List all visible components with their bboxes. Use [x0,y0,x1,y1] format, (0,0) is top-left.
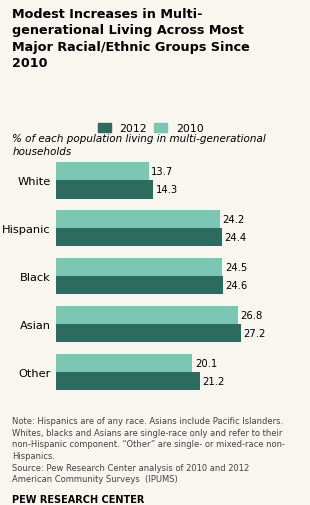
Text: 14.3: 14.3 [155,185,178,195]
Bar [56,211,220,229]
Text: 24.5: 24.5 [225,263,247,272]
Text: % of each population living in multi-generational
households: % of each population living in multi-gen… [12,134,266,157]
Text: Modest Increases in Multi-
generational Living Across Most
Major Racial/Ethnic G: Modest Increases in Multi- generational … [12,8,250,70]
Text: 26.8: 26.8 [241,310,263,320]
Text: 24.6: 24.6 [225,281,248,290]
Text: Source: Pew Research Center analysis of 2010 and 2012
American Community Surveys: Source: Pew Research Center analysis of … [12,463,250,483]
Bar [56,229,222,247]
Bar [56,306,238,324]
Bar [56,354,193,372]
Legend: 2012, 2010: 2012, 2010 [95,122,206,136]
Bar [56,324,241,342]
Text: 27.2: 27.2 [243,328,265,338]
Text: 20.1: 20.1 [195,358,217,368]
Bar [56,181,153,199]
Bar [56,163,149,181]
Text: 13.7: 13.7 [151,167,174,177]
Text: 24.4: 24.4 [224,233,246,243]
Text: 21.2: 21.2 [202,376,225,386]
Bar [56,372,200,390]
Bar [56,277,223,294]
Bar [56,259,222,277]
Text: PEW RESEARCH CENTER: PEW RESEARCH CENTER [12,494,145,504]
Text: 24.2: 24.2 [223,215,245,225]
Text: Note: Hispanics are of any race. Asians include Pacific Islanders.
Whites, black: Note: Hispanics are of any race. Asians … [12,417,286,460]
